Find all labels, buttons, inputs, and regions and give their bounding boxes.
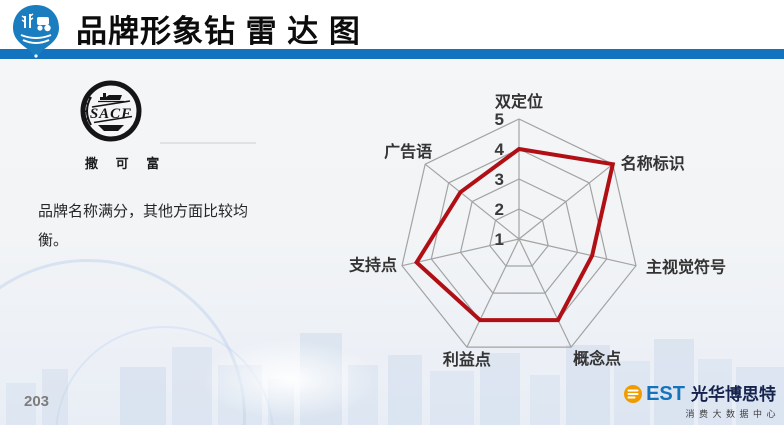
- radar-tick-label: 3: [495, 170, 504, 189]
- radar-grid-ring: [401, 118, 637, 348]
- radar-axis-line: [518, 163, 614, 240]
- radar-axis-label: 广告语: [384, 142, 432, 161]
- page-number: 203: [24, 393, 50, 410]
- best-circle-icon: [624, 385, 643, 403]
- radar-axis-line: [466, 238, 520, 348]
- radar-axis-line: [401, 238, 520, 267]
- radar-axis-label: 双定位: [495, 92, 543, 111]
- radar-tick-label: 1: [495, 230, 504, 249]
- radar-axis-label: 概念点: [573, 349, 621, 368]
- company-logo-abbr: EST: [646, 383, 685, 405]
- slide-header: 品牌形象钻 雷 达 图: [0, 0, 784, 60]
- background-cityscape: [0, 259, 784, 425]
- radar-tick-label: 2: [495, 200, 504, 219]
- header-accent-bar: [0, 49, 784, 59]
- sacf-logo: SACF 撒 可 富: [78, 80, 167, 172]
- radar-axis-line: [518, 238, 572, 348]
- radar-grid-ring: [459, 178, 579, 294]
- radar-tick-label: 4: [495, 140, 505, 159]
- company-logo-name: 光华博思特: [691, 384, 776, 404]
- radar-axis-line: [424, 163, 520, 240]
- sacf-logo-mark: SACF: [80, 80, 142, 142]
- radar-axis-label: 利益点: [443, 350, 491, 369]
- radar-axis-label: 主视觉符号: [646, 258, 726, 277]
- divider-line: [160, 142, 256, 144]
- company-logo-subtitle: 消费大数据中心: [685, 409, 780, 419]
- radar-axis-line: [518, 238, 637, 267]
- sacf-logo-caption: 撒 可 富: [85, 156, 167, 171]
- radar-grid-ring: [489, 208, 549, 267]
- page-title: 品牌形象钻 雷 达 图: [76, 14, 361, 49]
- radar-series-polygon: [414, 146, 616, 323]
- radar-tick-label: 5: [495, 110, 504, 129]
- insight-text: 品牌名称满分，其他方面比较均衡。: [38, 203, 249, 249]
- company-logo: EST 光华博思特 消费大数据中心: [623, 384, 776, 420]
- brand-pin-icon: [13, 5, 59, 58]
- radar-axis-label: 名称标识: [621, 154, 685, 173]
- radar-axis-label: 支持点: [348, 256, 397, 275]
